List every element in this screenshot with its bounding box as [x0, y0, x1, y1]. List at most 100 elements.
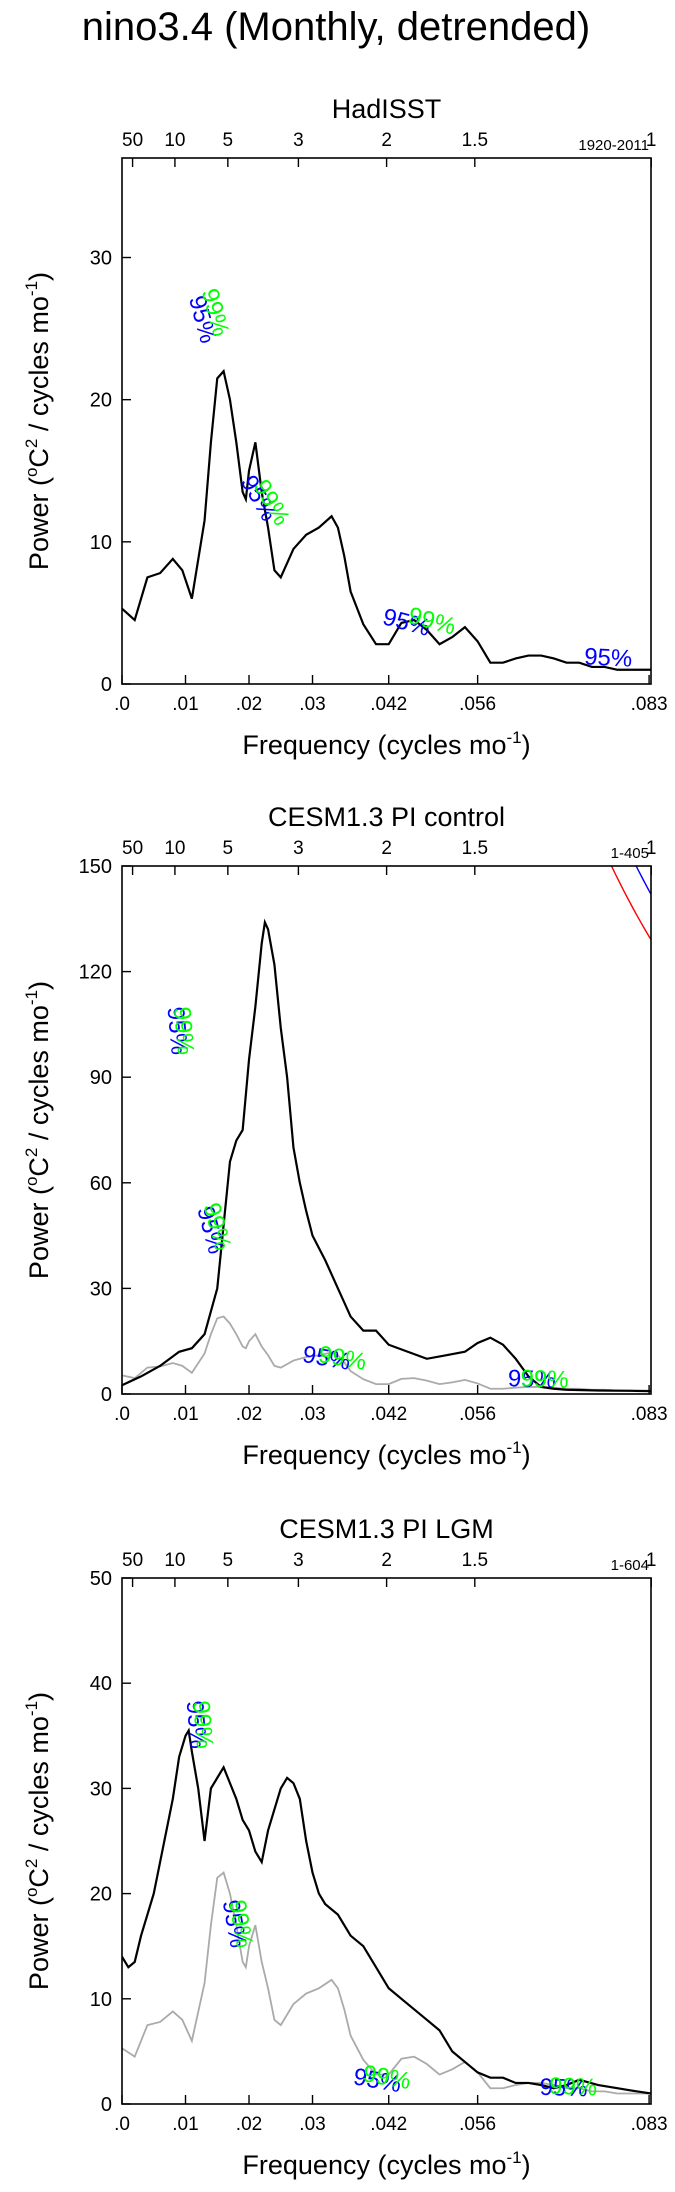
x-tick-label: .083 [631, 2114, 668, 2135]
x-axis-label-text: Frequency (cycles mo [242, 730, 506, 760]
x-axis-label-text: Frequency (cycles mo [242, 1440, 506, 1470]
confidence-label-95: 95% [584, 643, 633, 672]
period-tick-label: 5 [223, 130, 234, 151]
plot-frame [121, 1577, 652, 2105]
page-title: nino3.4 (Monthly, detrended) [82, 5, 590, 49]
period-tick-label: 50 [122, 130, 143, 151]
x-axis-label-close: ) [522, 730, 531, 760]
y-axis-label: Power (oC2 / cycles mo-1) [22, 1692, 54, 1990]
y-tick-label: 40 [90, 1673, 112, 1695]
period-tick-label: 5 [223, 838, 234, 859]
y-axis-label-sup: o [22, 1177, 41, 1186]
chart-years-label: 1920-2011 [578, 137, 649, 154]
y-tick-label: 20 [90, 390, 112, 412]
x-tick-label: .042 [370, 1404, 407, 1425]
y-axis-label: Power (oC2 / cycles mo-1) [22, 981, 54, 1279]
charts: HadISST 1920-2011 95%99%95%99%95%99%95% .0.… [22, 94, 668, 2180]
reference-spectrum-line [122, 1871, 651, 2095]
chart-curves: 95%99%95%99%95%99%95%99% [122, 1700, 651, 2103]
y-axis-label-close: ) [24, 272, 54, 281]
x-tick-label: .083 [631, 694, 668, 715]
x-tick-label: .03 [299, 694, 325, 715]
y-axis-label-text: Power ( [24, 1186, 54, 1279]
period-tick-label: 50 [122, 1550, 143, 1571]
x-tick-label: .02 [236, 694, 262, 715]
x-tick-label: .03 [299, 2114, 325, 2135]
period-tick-label: 2 [381, 130, 392, 151]
spectrum-line [122, 368, 651, 671]
x-tick-label: .042 [370, 694, 407, 715]
y-axis-label-sup: -1 [22, 1701, 41, 1716]
y-axis-label: Power (oC2 / cycles mo-1) [22, 272, 54, 570]
y-axis-label-text: / cycles mo [24, 1005, 54, 1148]
y-tick-label: 30 [90, 1778, 112, 1800]
chart-curves: 95%99%95%99%95%99%95% [122, 158, 651, 673]
chart-title: CESM1.3 PI control [268, 802, 505, 832]
y-tick-label: 60 [90, 1173, 112, 1195]
confidence-label-95: 95% [507, 1365, 556, 1394]
y-axis-label-text: C [24, 448, 54, 468]
chart-title: HadISST [332, 94, 442, 124]
x-tick-label: .042 [370, 2114, 407, 2135]
period-tick-label: 1.5 [462, 838, 488, 859]
x-tick-label: .056 [459, 694, 496, 715]
x-axis-label: Frequency (cycles mo-1) [242, 728, 530, 760]
spectrum-line [122, 1727, 651, 2095]
x-tick-label: .056 [459, 1404, 496, 1425]
chart-panel-2: CESM1.3 PI control1-40595%99%95%99%95%99… [22, 802, 668, 1470]
period-tick-label: 1.5 [462, 1550, 488, 1571]
x-tick-label: .03 [299, 1404, 325, 1425]
period-tick-label: 3 [293, 1550, 304, 1571]
y-tick-label: 90 [90, 1067, 112, 1089]
period-tick-label: 5 [223, 1550, 234, 1571]
x-tick-label: .056 [459, 2114, 496, 2135]
confidence-label-95: 95% [181, 1700, 212, 1750]
y-tick-label: 20 [90, 1884, 112, 1906]
plot-frame [121, 865, 652, 1395]
period-tick-label: 3 [293, 838, 304, 859]
period-tick-label: 10 [164, 130, 185, 151]
chart-years-label: 1-405 [611, 845, 649, 862]
y-axis-label-sup: 2 [22, 1859, 41, 1868]
x-tick-label: .02 [236, 2114, 262, 2135]
y-tick-label: 0 [101, 674, 112, 696]
period-tick-label: 1.5 [462, 130, 488, 151]
x-tick-label: .01 [172, 694, 198, 715]
y-tick-label: 0 [101, 2094, 112, 2116]
confidence-label-99: 99% [520, 1365, 569, 1394]
y-axis-label-sup: -1 [22, 990, 41, 1005]
x-axis-label-text: Frequency (cycles mo [242, 2150, 506, 2180]
x-axis-label-sup: -1 [506, 2148, 521, 2167]
period-tick-label: 3 [293, 130, 304, 151]
y-axis-label-close: ) [24, 1692, 54, 1701]
y-axis-label-text: Power ( [24, 477, 54, 570]
chart-panel-1: HadISST 1920-2011 95%99%95%99%95%99%95% .0.… [22, 94, 668, 760]
confidence-label-95: 95% [162, 1006, 193, 1056]
chart-curves: 95%99%95%99%95%99%95%99% [122, 866, 651, 1394]
x-tick-label: .01 [172, 1404, 198, 1425]
x-axis-label: Frequency (cycles mo-1) [242, 2148, 530, 2180]
confidence-label-99: 99% [549, 2073, 598, 2102]
y-axis-label-sup: o [22, 1888, 41, 1897]
y-axis-label-text: C [24, 1868, 54, 1888]
chart-years-label: 1-604 [611, 1557, 649, 1574]
y-axis-label-text: Power ( [24, 1897, 54, 1990]
red-noise-curve [610, 866, 651, 941]
y-axis-label-sup: 2 [22, 439, 41, 448]
chart-title: CESM1.3 PI LGM [279, 1514, 494, 1544]
y-axis-label-text: C [24, 1157, 54, 1177]
y-tick-label: 30 [90, 248, 112, 270]
x-tick-label: .01 [172, 2114, 198, 2135]
period-tick-label: 10 [164, 1550, 185, 1571]
y-tick-label: 0 [101, 1384, 112, 1406]
y-axis-label-sup: o [22, 468, 41, 477]
y-tick-label: 50 [90, 1568, 112, 1590]
period-tick-label: 10 [164, 838, 185, 859]
y-axis-label-sup: -1 [22, 281, 41, 296]
x-axis-label-sup: -1 [506, 1438, 521, 1457]
reference-spectrum-line [122, 1315, 651, 1392]
x-tick-label: .02 [236, 1404, 262, 1425]
x-tick-label: .0 [114, 1404, 130, 1425]
confidence-label-95: 95% [539, 2074, 588, 2103]
